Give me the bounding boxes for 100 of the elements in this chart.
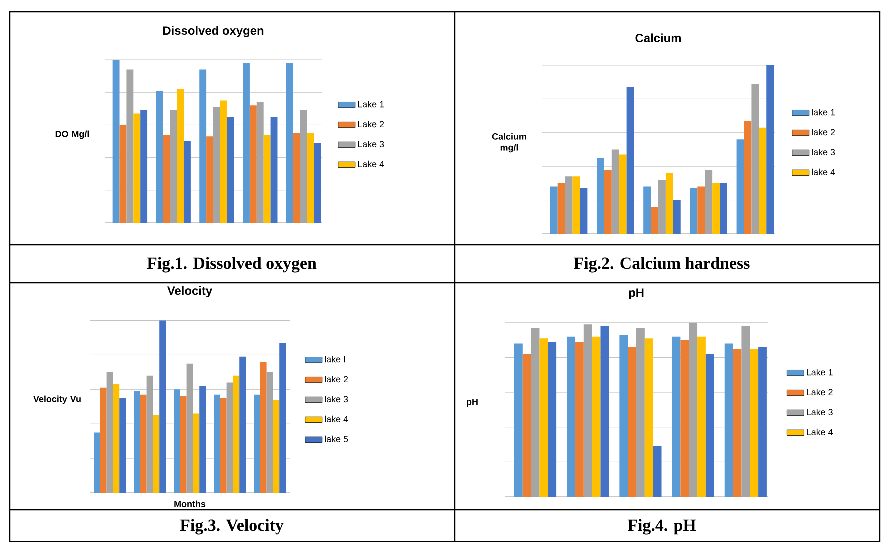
bar (619, 154, 627, 234)
legend-label: Lake 4 (358, 160, 384, 168)
bar (705, 170, 713, 234)
legend-label: Lake 4 (807, 428, 834, 436)
bar (572, 176, 580, 234)
legend-label: lake 5 (325, 436, 348, 442)
bar (134, 391, 140, 493)
bar (550, 186, 558, 234)
legend-label: Lake 2 (807, 389, 833, 396)
bar (174, 390, 180, 493)
bar (636, 328, 645, 497)
bar (106, 372, 114, 493)
bar (658, 180, 666, 234)
bar (170, 110, 178, 223)
y-axis-title: pH (467, 398, 478, 407)
bar (584, 324, 592, 497)
y-axis-title: Calcium mg/l (492, 133, 526, 153)
bar (184, 142, 191, 223)
bar (720, 183, 728, 234)
bar (293, 133, 300, 223)
bar (226, 382, 234, 493)
bar (186, 364, 194, 493)
bar (100, 388, 107, 493)
caption: Fig.3. Velocity (180, 519, 284, 535)
bar (214, 394, 220, 493)
bar (565, 176, 573, 234)
bar (698, 186, 706, 234)
bar (200, 386, 206, 493)
legend-label: Lake 1 (807, 369, 833, 376)
bar (653, 446, 662, 497)
bar (307, 133, 314, 223)
bar (126, 70, 134, 223)
y-axis-title: DO Mg/l (56, 130, 90, 140)
bar (153, 415, 160, 493)
bar (254, 394, 260, 493)
chart-title: pH (629, 288, 644, 300)
legend-label: lake I (325, 356, 346, 363)
bar (766, 65, 774, 234)
bar (628, 347, 637, 497)
x-axis-title: Months (174, 500, 206, 508)
bar (752, 84, 760, 234)
bar (243, 63, 250, 223)
bar (514, 344, 523, 497)
legend-label: lake 4 (325, 416, 348, 423)
bar (146, 376, 154, 493)
legend-label: lake 2 (812, 129, 836, 136)
legend-label: lake 2 (325, 376, 348, 383)
bar (666, 173, 674, 234)
chart-title: Dissolved oxygen (163, 26, 264, 38)
bar (706, 354, 714, 497)
bar (220, 100, 228, 223)
bar (698, 336, 706, 497)
bar (227, 117, 234, 223)
bar (626, 87, 634, 234)
bar (531, 328, 540, 497)
bar (286, 63, 294, 223)
chart-title: Velocity (167, 286, 213, 298)
bar (160, 320, 166, 493)
bar (134, 114, 141, 223)
bar (260, 362, 267, 493)
bar (651, 207, 659, 234)
bar (673, 200, 681, 234)
bar (177, 89, 184, 223)
bar (300, 110, 308, 223)
bar (250, 106, 257, 223)
bar (522, 354, 532, 497)
bar (180, 396, 187, 493)
legend-label: lake 3 (325, 396, 348, 403)
bar (759, 128, 767, 234)
bar (644, 338, 654, 497)
bar (712, 183, 720, 234)
bar (120, 125, 127, 223)
bar (689, 322, 698, 497)
legend-label: Lake 2 (358, 121, 384, 128)
bar (750, 349, 759, 497)
legend-label: Lake 3 (807, 408, 833, 416)
bar (113, 384, 120, 493)
bar (233, 376, 240, 493)
bar (644, 186, 652, 234)
bar (206, 136, 214, 223)
bar (193, 414, 200, 493)
bar (220, 398, 227, 493)
bar (156, 90, 164, 223)
bar (758, 347, 767, 497)
bar (264, 134, 271, 223)
bar (280, 343, 286, 493)
bar (620, 335, 628, 497)
bar (744, 121, 752, 234)
bar (214, 107, 220, 223)
legend-label: Lake 1 (358, 101, 384, 108)
bar (680, 340, 690, 497)
bar (240, 356, 246, 493)
bar (266, 372, 274, 493)
bar (597, 158, 604, 234)
bar (742, 326, 750, 497)
caption: Fig.4. pH (628, 519, 696, 535)
bar (612, 150, 620, 234)
bar (200, 70, 207, 223)
bar (672, 336, 681, 497)
bar (575, 342, 584, 497)
